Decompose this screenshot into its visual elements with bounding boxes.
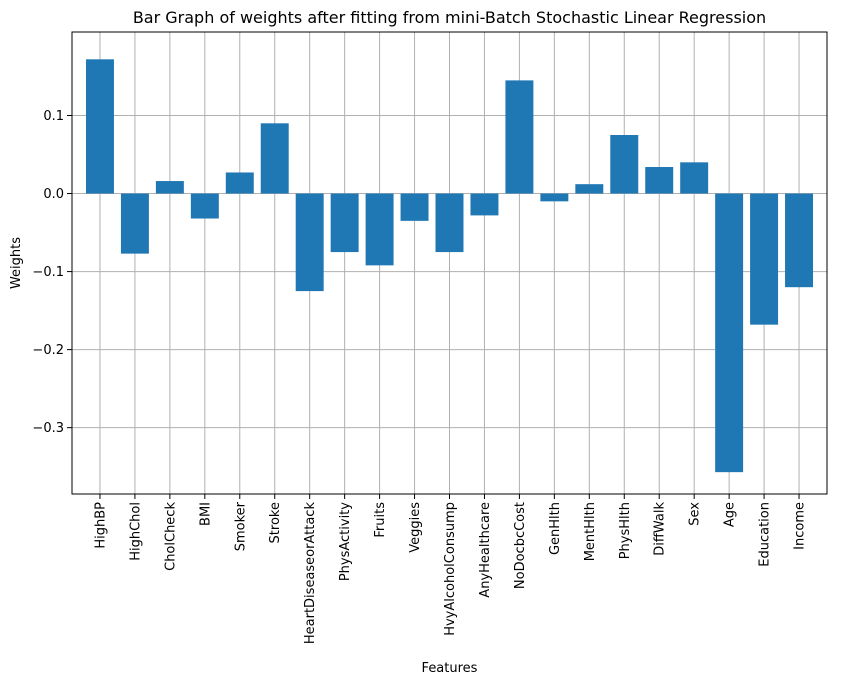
bar-education	[750, 193, 779, 325]
ticks: −0.3 −0.2 −0.1 0.0 0.1 HighBP HighChol CholChec…	[32, 109, 807, 644]
bar-fruits	[365, 193, 394, 266]
y-tick-label: −0.2	[32, 343, 64, 358]
x-tick-label: Fruits	[373, 502, 388, 538]
x-tick-label: Sex	[688, 502, 703, 526]
x-tick-label: MentHlth	[583, 502, 598, 561]
x-tick-label: Age	[723, 502, 738, 527]
x-tick-label: Income	[793, 502, 808, 550]
bar-age	[715, 193, 744, 473]
x-tick-label: HighBP	[93, 502, 108, 549]
x-tick-label: Veggies	[408, 502, 423, 553]
y-tick-label: 0.0	[43, 187, 64, 202]
bar-physhlth	[610, 135, 639, 194]
x-tick-label: Stroke	[268, 502, 283, 543]
bar-nodocbccost	[505, 80, 534, 194]
x-tick-label: AnyHealthcare	[478, 502, 493, 598]
y-tick-label: −0.3	[32, 421, 64, 436]
bar-genhlth	[540, 193, 569, 202]
x-tick-label: HeartDiseaseorAttack	[303, 502, 318, 645]
x-tick-label: NoDocbcCost	[513, 502, 528, 589]
bar-highbp	[85, 59, 114, 194]
bar-smoker	[225, 172, 254, 194]
bar-heartdiseaseorattack	[295, 193, 324, 292]
bar-anyhealthcare	[470, 193, 499, 216]
x-tick-label: GenHlth	[548, 502, 563, 555]
bars	[85, 59, 814, 473]
y-tick-label: −0.1	[32, 265, 64, 280]
bar-bmi	[190, 193, 219, 219]
x-tick-label: DiffWalk	[653, 502, 668, 556]
chart-title: Bar Graph of weights after fitting from …	[133, 8, 766, 27]
bar-diffwalk	[645, 167, 674, 194]
bar-stroke	[260, 123, 289, 194]
x-tick-label: HighChol	[128, 502, 143, 561]
x-axis-label: Features	[422, 661, 478, 676]
x-tick-label: PhysActivity	[338, 502, 353, 581]
y-tick-label: 0.1	[43, 109, 64, 124]
x-tick-label: Smoker	[233, 501, 248, 551]
bar-highchol	[120, 193, 149, 254]
bar-physactivity	[330, 193, 359, 253]
bar-hvyalcoholconsump	[435, 193, 464, 253]
bar-menthlth	[575, 184, 604, 194]
x-tick-label: BMI	[198, 502, 213, 526]
x-tick-label: HvyAlcoholConsump	[443, 502, 458, 636]
x-tick-label: Education	[758, 502, 773, 567]
x-tick-label: PhysHlth	[618, 502, 633, 559]
bar-income	[785, 193, 814, 288]
grid-lines	[72, 32, 827, 494]
bar-veggies	[400, 193, 429, 221]
x-tick-label: CholCheck	[163, 502, 178, 571]
bar-cholcheck	[155, 181, 184, 194]
y-axis-label: Weights	[9, 237, 24, 289]
bar-sex	[680, 162, 709, 194]
